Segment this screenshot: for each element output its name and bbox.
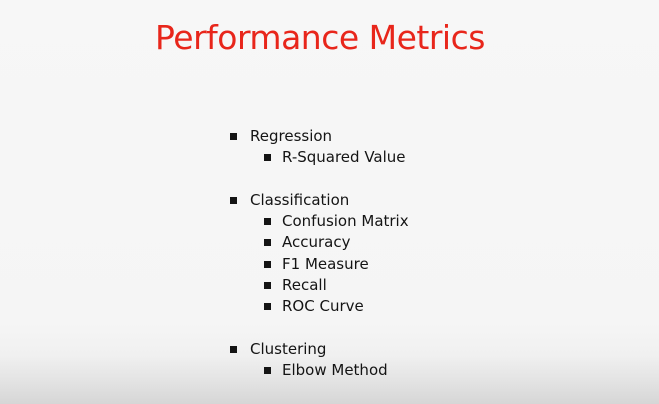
square-bullet-icon	[264, 303, 271, 310]
section-heading-label: Classification	[250, 191, 350, 209]
list-item-label: ROC Curve	[282, 297, 364, 315]
square-bullet-icon	[230, 133, 237, 140]
square-bullet-icon	[264, 367, 271, 374]
square-bullet-icon	[264, 282, 271, 289]
section-heading-label: Regression	[250, 127, 333, 145]
slide-title: Performance Metrics	[155, 18, 485, 57]
square-bullet-icon	[264, 239, 271, 246]
list-item-label: R-Squared Value	[282, 148, 406, 166]
square-bullet-icon	[264, 218, 271, 225]
square-bullet-icon	[230, 197, 237, 204]
square-bullet-icon	[264, 261, 271, 268]
square-bullet-icon	[230, 346, 237, 353]
list-item-label: F1 Measure	[282, 255, 369, 273]
list-item-label: Accuracy	[282, 233, 351, 251]
list-item-label: Recall	[282, 276, 327, 294]
list-item-label: Elbow Method	[282, 361, 388, 379]
square-bullet-icon	[264, 154, 271, 161]
list-item-label: Confusion Matrix	[282, 212, 409, 230]
section-heading-label: Clustering	[250, 340, 327, 358]
